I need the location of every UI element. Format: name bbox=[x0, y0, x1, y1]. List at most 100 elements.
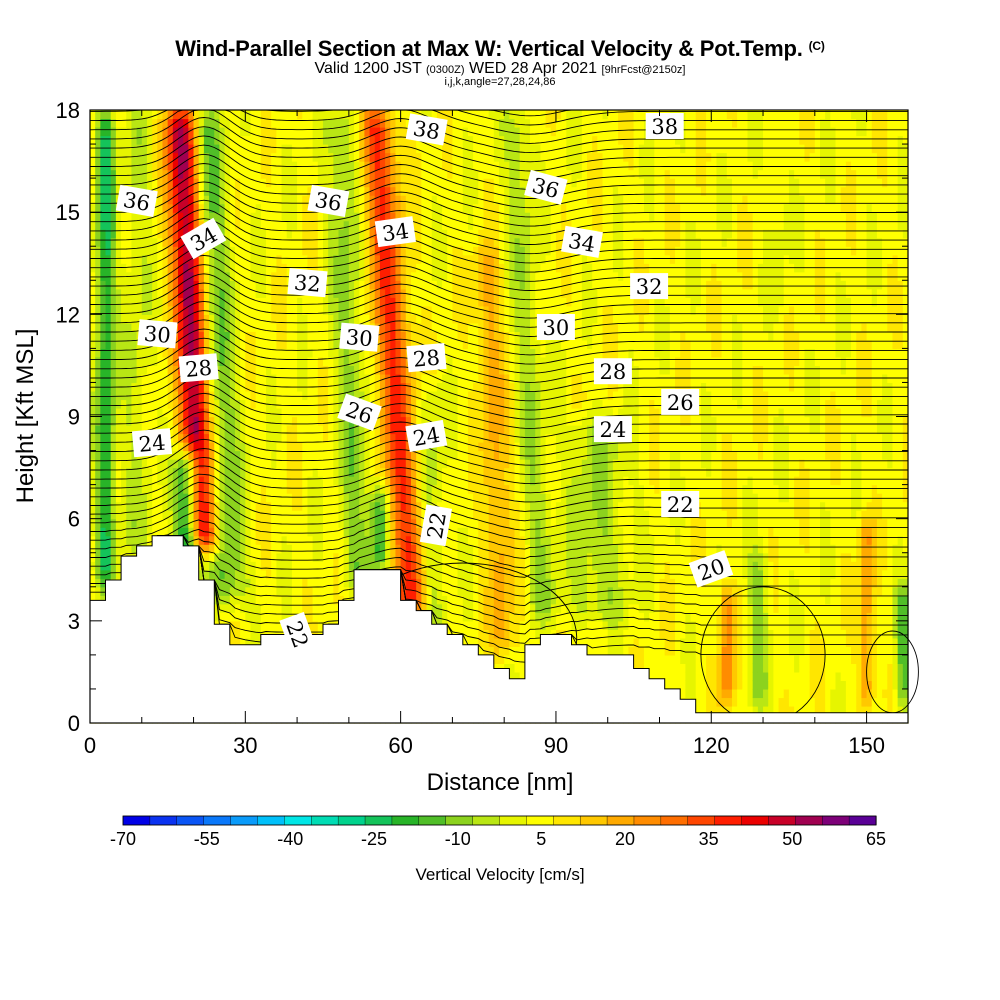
velocity-cell bbox=[131, 459, 138, 469]
velocity-cell bbox=[115, 246, 122, 256]
velocity-cell bbox=[317, 612, 324, 622]
velocity-cell bbox=[234, 629, 241, 639]
velocity-cell bbox=[354, 450, 360, 460]
velocity-cell bbox=[172, 373, 179, 384]
velocity-cell bbox=[203, 212, 210, 222]
velocity-cell bbox=[152, 280, 158, 290]
velocity-cell bbox=[291, 450, 298, 460]
velocity-cell bbox=[322, 220, 329, 230]
velocity-cell bbox=[240, 169, 246, 179]
velocity-cell bbox=[255, 356, 262, 367]
velocity-cell bbox=[297, 450, 303, 460]
velocity-cell bbox=[172, 178, 179, 188]
velocity-cell bbox=[105, 561, 112, 571]
velocity-cell bbox=[178, 280, 184, 290]
velocity-cell bbox=[178, 527, 184, 537]
velocity-cell bbox=[255, 152, 262, 162]
velocity-cell bbox=[100, 127, 107, 137]
velocity-cell bbox=[395, 476, 402, 486]
velocity-cell bbox=[395, 339, 402, 349]
velocity-cell bbox=[400, 365, 407, 375]
velocity-cell bbox=[312, 161, 319, 171]
velocity-cell bbox=[136, 144, 143, 154]
velocity-cell bbox=[421, 254, 428, 264]
velocity-cell bbox=[172, 186, 179, 196]
velocity-cell bbox=[426, 561, 433, 571]
velocity-cell bbox=[266, 288, 272, 298]
velocity-cell bbox=[105, 203, 112, 213]
velocity-cell bbox=[333, 450, 340, 460]
velocity-cell bbox=[343, 578, 350, 588]
velocity-cell bbox=[410, 535, 417, 545]
velocity-cell bbox=[364, 476, 371, 486]
velocity-cell bbox=[302, 467, 309, 477]
velocity-cell bbox=[188, 348, 195, 358]
velocity-cell bbox=[281, 254, 288, 264]
velocity-cell bbox=[260, 280, 267, 290]
velocity-cell bbox=[307, 348, 314, 358]
velocity-cell bbox=[354, 263, 360, 273]
velocity-cell bbox=[193, 110, 200, 120]
velocity-cell bbox=[431, 305, 438, 315]
velocity-cell bbox=[286, 586, 293, 596]
velocity-cell bbox=[405, 305, 412, 315]
velocity-cell bbox=[276, 603, 283, 613]
velocity-cell bbox=[188, 476, 195, 486]
velocity-cell bbox=[343, 450, 350, 460]
velocity-cell bbox=[126, 365, 133, 375]
velocity-cell bbox=[245, 373, 252, 384]
velocity-cell bbox=[317, 535, 324, 545]
velocity-cell bbox=[266, 322, 272, 332]
velocity-cell bbox=[266, 186, 272, 196]
velocity-cell bbox=[219, 127, 226, 137]
velocity-cell bbox=[260, 365, 267, 375]
velocity-cell bbox=[183, 518, 189, 528]
velocity-cell bbox=[302, 305, 309, 315]
velocity-cell bbox=[203, 144, 210, 154]
velocity-cell bbox=[209, 510, 215, 520]
velocity-cell bbox=[281, 476, 288, 486]
velocity-cell bbox=[193, 161, 200, 171]
velocity-cell bbox=[146, 527, 153, 537]
velocity-cell bbox=[328, 595, 334, 605]
velocity-cell bbox=[426, 144, 433, 154]
velocity-cell bbox=[281, 288, 288, 298]
velocity-cell bbox=[322, 212, 329, 222]
velocity-cell bbox=[141, 467, 148, 477]
velocity-cell bbox=[224, 305, 231, 315]
velocity-cell bbox=[110, 390, 117, 401]
velocity-cell bbox=[178, 390, 184, 401]
velocity-cell bbox=[317, 425, 324, 435]
velocity-cell bbox=[333, 118, 340, 128]
velocity-cell bbox=[385, 425, 391, 435]
velocity-cell bbox=[333, 476, 340, 486]
velocity-cell bbox=[110, 433, 117, 443]
velocity-cell bbox=[255, 399, 262, 409]
velocity-cell bbox=[317, 569, 324, 579]
velocity-cell bbox=[291, 331, 298, 341]
velocity-cell bbox=[307, 467, 314, 477]
velocity-cell bbox=[271, 399, 277, 409]
velocity-cell bbox=[385, 246, 391, 256]
velocity-cell bbox=[260, 237, 267, 247]
velocity-cell bbox=[338, 288, 345, 298]
velocity-cell bbox=[302, 339, 309, 349]
velocity-cell bbox=[146, 288, 153, 298]
velocity-cell bbox=[162, 186, 169, 196]
velocity-cell bbox=[105, 501, 112, 511]
velocity-cell bbox=[162, 152, 169, 162]
velocity-cell bbox=[90, 339, 96, 349]
velocity-cell bbox=[369, 450, 376, 460]
velocity-cell bbox=[240, 195, 246, 205]
velocity-cell bbox=[385, 561, 391, 571]
velocity-cell bbox=[369, 501, 376, 511]
velocity-cell bbox=[333, 212, 340, 222]
velocity-cell bbox=[115, 135, 122, 145]
velocity-cell bbox=[297, 603, 303, 613]
velocity-cell bbox=[271, 348, 277, 358]
velocity-cell bbox=[271, 152, 277, 162]
velocity-cell bbox=[95, 407, 101, 418]
velocity-cell bbox=[379, 186, 386, 196]
velocity-cell bbox=[141, 501, 148, 511]
velocity-cell bbox=[302, 169, 309, 179]
